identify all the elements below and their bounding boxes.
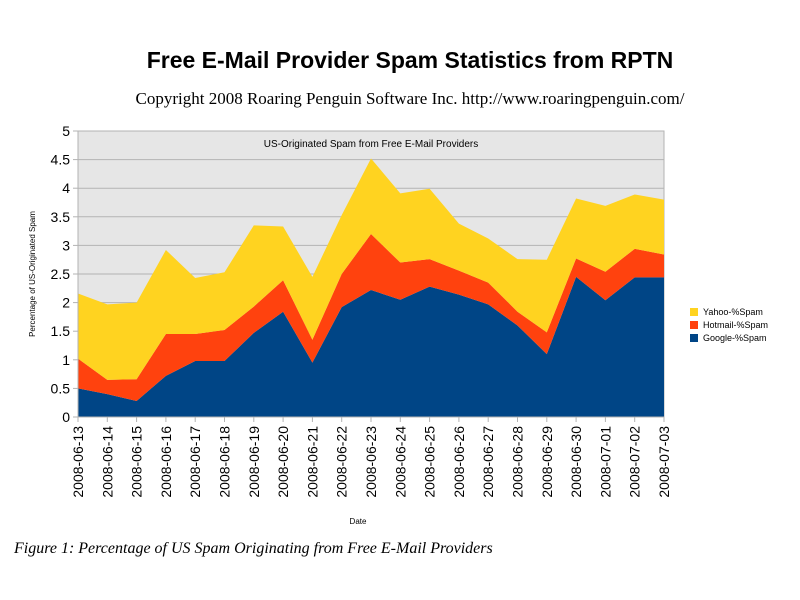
y-tick-label: 2.5 [51,266,71,282]
x-tick-label: 2008-07-03 [656,426,672,498]
copyright-line: Copyright 2008 Roaring Penguin Software … [135,89,685,108]
legend-swatch-hotmail [690,320,698,329]
x-axis: 2008-06-13 2008-06-14 2008-06-15 2008-06-16… [70,416,672,498]
area-hotmail [78,233,664,401]
x-tick-label: 2008-06-25 [422,426,438,498]
x-tick-label: 2008-06-30 [568,426,584,498]
y-tick-label: 3 [62,237,70,253]
legend-label-google: Google-%Spam [703,332,767,343]
legend-item-google: Google-%Spam [690,331,768,344]
chart-legend: Yahoo-%Spam Hotmail-%Spam Google-%Spam [690,305,768,344]
y-tick-label: 4.5 [51,152,71,168]
x-tick-label: 2008-06-21 [304,426,320,498]
y-tick-label: 2 [62,295,70,311]
chart-inner-title: US-Originated Spam from Free E-Mail Prov… [264,139,479,150]
x-tick-label: 2008-06-16 [158,426,174,498]
x-tick-label: 2008-06-13 [70,426,86,498]
y-tick-label: 0 [62,409,70,425]
y-tick-label: 1 [62,352,70,368]
x-tick-label: 2008-06-18 [217,426,233,498]
x-tick-label: 2008-06-29 [539,426,555,498]
x-tick-label: 2008-06-23 [363,426,379,498]
y-axis: 0 0.5 1 1.5 2 2.5 3 3.5 4 4.5 5 [51,123,79,425]
legend-label-hotmail: Hotmail-%Spam [703,319,769,330]
x-tick-label: 2008-06-20 [275,426,291,498]
y-tick-label: 3.5 [51,209,71,225]
legend-item-hotmail: Hotmail-%Spam [690,318,768,331]
areas [78,158,664,417]
legend-label-yahoo: Yahoo-%Spam [703,306,763,317]
x-tick-label: 2008-07-02 [627,426,643,498]
x-tick-label: 2008-06-17 [187,426,203,498]
x-tick-label: 2008-06-26 [451,426,467,498]
figure-caption: Figure 1: Percentage of US Spam Originat… [14,540,493,557]
legend-swatch-yahoo [690,307,698,316]
y-tick-label: 1.5 [51,323,71,339]
legend-swatch-google [690,333,698,342]
x-tick-label: 2008-06-14 [99,426,115,498]
x-tick-label: 2008-06-27 [480,426,496,498]
x-tick-label: 2008-06-22 [334,426,350,498]
area-google [78,276,664,417]
page-title: Free E-Mail Provider Spam Statistics fro… [146,47,674,73]
x-tick-label: 2008-06-24 [392,426,408,498]
y-tick-label: 4 [62,180,70,196]
x-axis-label: Date [350,517,367,526]
y-axis-label: Percentage of US-Originated Spam [28,211,37,337]
x-tick-label: 2008-06-15 [129,426,145,498]
x-tick-label: 2008-06-28 [510,426,526,498]
x-tick-label: 2008-06-19 [246,426,262,498]
y-tick-label: 0.5 [51,380,71,396]
x-tick-label: 2008-07-01 [597,426,613,498]
y-tick-label: 5 [62,123,70,139]
area-yahoo [78,158,664,380]
legend-item-yahoo: Yahoo-%Spam [690,305,768,318]
